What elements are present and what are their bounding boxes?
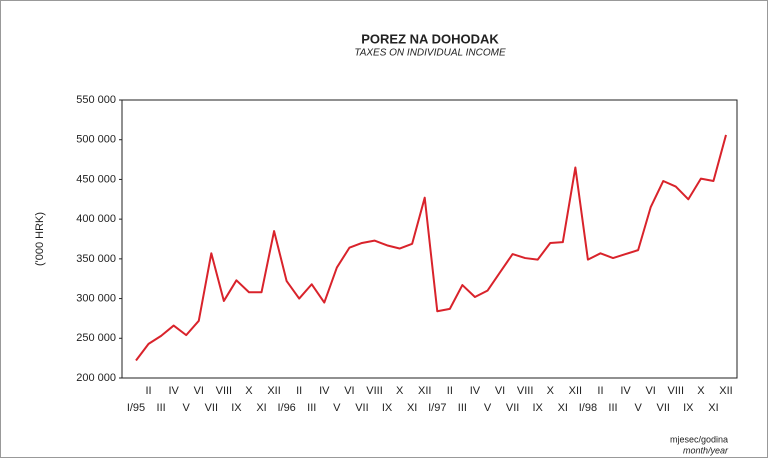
y-tick-label: 550 000: [76, 94, 116, 106]
x-tick-label: I/98: [579, 402, 597, 414]
x-tick-label: VIII: [216, 385, 233, 397]
x-tick-label: I/97: [428, 402, 446, 414]
x-tick-label: VI: [194, 385, 204, 397]
x-tick-label: VIII: [668, 385, 685, 397]
y-tick-label: 500 000: [76, 134, 116, 146]
x-tick-label: VII: [506, 402, 519, 414]
x-tick-label: IX: [683, 402, 694, 414]
y-tick-label: 200 000: [76, 372, 116, 384]
x-tick-label: IX: [532, 402, 543, 414]
x-tick-label: I/96: [277, 402, 295, 414]
x-tick-label: VI: [344, 385, 354, 397]
x-tick-label: IX: [231, 402, 242, 414]
x-axis-label-en: month/year: [683, 445, 729, 455]
x-tick-label: XII: [569, 385, 582, 397]
x-tick-label: X: [697, 385, 705, 397]
x-tick-label: V: [484, 402, 492, 414]
x-tick-label: XI: [558, 402, 568, 414]
x-tick-label: II: [145, 385, 151, 397]
x-tick-label: V: [183, 402, 191, 414]
x-tick-label: IV: [620, 385, 631, 397]
x-tick-label: XII: [719, 385, 732, 397]
x-tick-label: V: [634, 402, 642, 414]
x-tick-label: XI: [256, 402, 266, 414]
x-tick-label: XII: [267, 385, 280, 397]
x-tick-label: XII: [418, 385, 431, 397]
y-tick-label: 250 000: [76, 332, 116, 344]
x-tick-label: V: [333, 402, 341, 414]
x-tick-label: X: [547, 385, 555, 397]
plot-frame: [121, 99, 738, 379]
x-tick-label: IV: [470, 385, 481, 397]
x-tick-label: IV: [319, 385, 330, 397]
x-tick-label: IV: [168, 385, 179, 397]
x-tick-label: II: [447, 385, 453, 397]
y-tick-label: 300 000: [76, 292, 116, 304]
x-tick-label: VII: [205, 402, 218, 414]
x-axis-label: mjesec/godina: [670, 434, 728, 444]
x-tick-label: II: [597, 385, 603, 397]
x-tick-label: VI: [645, 385, 655, 397]
x-tick-label: XI: [407, 402, 417, 414]
y-tick-label: 350 000: [76, 253, 116, 265]
x-tick-label: III: [157, 402, 166, 414]
x-tick-label: VI: [495, 385, 505, 397]
x-tick-label: VII: [657, 402, 670, 414]
y-tick-label: 450 000: [76, 173, 116, 185]
chart-subtitle: TAXES ON INDIVIDUAL INCOME: [354, 48, 506, 59]
chart-title: POREZ NA DOHODAK: [361, 31, 499, 46]
x-tick-label: I/95: [127, 402, 145, 414]
x-tick-label: III: [307, 402, 316, 414]
x-tick-label: VII: [355, 402, 368, 414]
line: [135, 134, 727, 362]
x-tick-label: III: [458, 402, 467, 414]
x-tick-label: XI: [708, 402, 718, 414]
y-axis-label: ('000 HRK): [34, 212, 46, 266]
y-tick-label: 400 000: [76, 213, 116, 225]
x-tick-label: X: [245, 385, 253, 397]
x-tick-label: III: [608, 402, 617, 414]
x-tick-label: VIII: [517, 385, 534, 397]
x-tick-label: IX: [382, 402, 393, 414]
x-tick-label: II: [296, 385, 302, 397]
x-tick-label: X: [396, 385, 404, 397]
x-tick-label: VIII: [366, 385, 383, 397]
